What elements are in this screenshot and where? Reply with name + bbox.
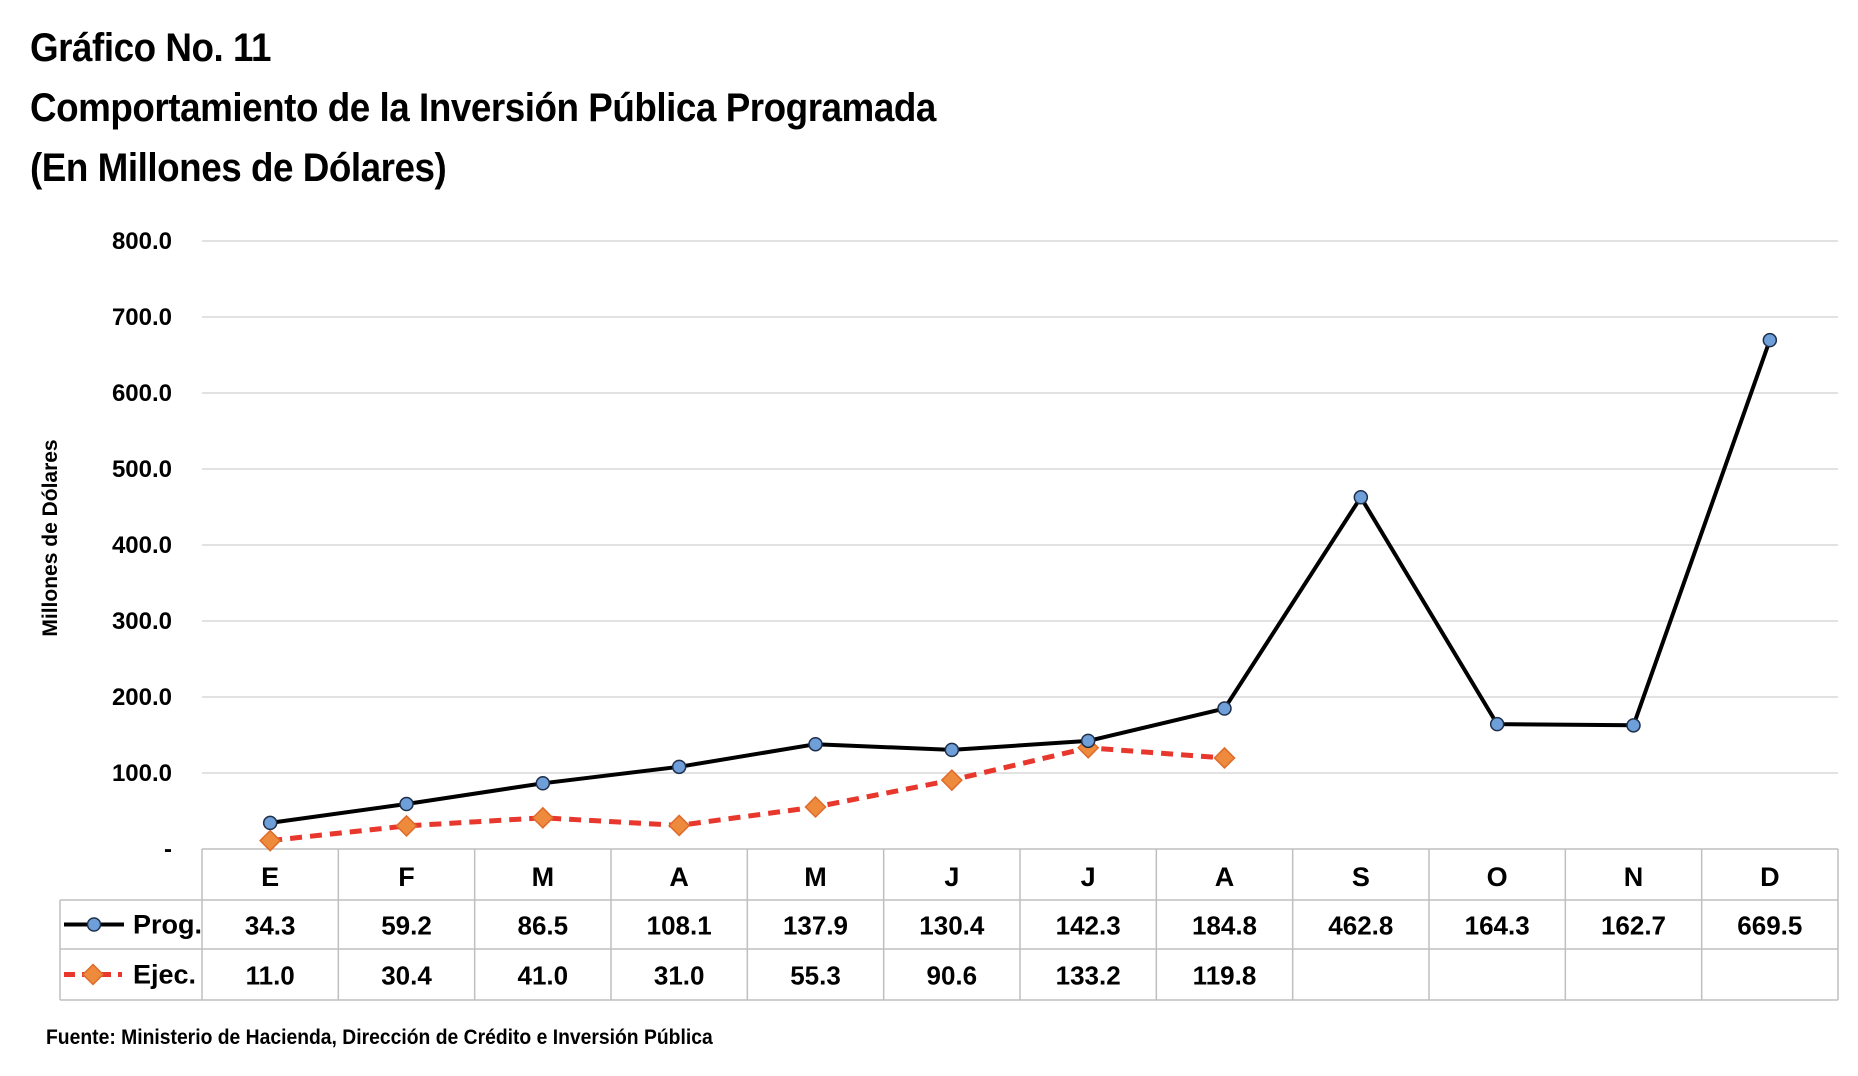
data-label: 130.4: [919, 911, 985, 941]
data-label: 31.0: [654, 961, 705, 991]
legend-marker-prog: [86, 917, 102, 932]
data-point-prog: [535, 776, 551, 791]
y-tick-label: 200.0: [112, 684, 172, 711]
data-label: 41.0: [518, 961, 569, 991]
y-tick-label: 300.0: [112, 608, 172, 635]
data-label: 162.7: [1601, 911, 1666, 941]
data-point-prog: [944, 742, 960, 758]
y-tick-label: 100.0: [112, 760, 172, 787]
data-label: 108.1: [647, 911, 712, 941]
data-point-prog: [1489, 716, 1505, 732]
chart-units: (En Millones de Dólares): [30, 146, 447, 190]
data-label: 133.2: [1056, 961, 1121, 991]
data-label: 11.0: [246, 961, 295, 991]
y-tick-label: 800.0: [112, 228, 172, 255]
data-label: 184.8: [1192, 911, 1257, 941]
data-point-prog: [1080, 733, 1096, 749]
data-label: 164.3: [1465, 911, 1530, 941]
data-label: 34.3: [245, 911, 296, 941]
data-point-prog: [399, 796, 414, 812]
y-tick-label: 400.0: [112, 532, 172, 559]
data-label: 55.3: [790, 961, 841, 991]
data-point-prog: [1626, 718, 1641, 733]
data-point-ejec: [1213, 746, 1236, 770]
x-tick-label: A: [669, 862, 689, 892]
data-label: 86.5: [518, 911, 569, 941]
data-label: 669.5: [1737, 911, 1802, 941]
chart-subtitle: Comportamiento de la Inversión Pública P…: [30, 86, 936, 130]
y-tick-label: 700.0: [112, 304, 172, 331]
x-tick-label: O: [1487, 862, 1508, 892]
y-axis-ticks: - 100.0 200.0 300.0 400.0 500.0 600.0 700.0 800.…: [112, 228, 172, 863]
legend-label: Prog.: [133, 910, 202, 940]
data-point-prog: [808, 736, 823, 752]
series-lines: [259, 332, 1778, 852]
chart-title: Gráfico No. 11: [30, 26, 272, 70]
data-point-prog: [262, 815, 278, 831]
series-line-ejec: [269, 745, 1225, 844]
data-label: 142.3: [1056, 911, 1121, 941]
series-line-prog: [269, 339, 1772, 825]
x-tick-label: A: [1215, 862, 1235, 892]
x-tick-label: M: [804, 862, 827, 892]
x-tick-label: E: [261, 862, 279, 892]
x-tick-label: D: [1760, 862, 1780, 892]
x-tick-label: J: [944, 862, 959, 892]
source-note: Fuente: Ministerio de Hacienda, Direcció…: [46, 1026, 713, 1049]
y-tick-label: -: [164, 836, 172, 863]
data-label: 119.8: [1193, 961, 1257, 991]
data-label: 90.6: [927, 961, 978, 991]
y-axis-label: Millones de Dólares: [39, 439, 62, 636]
x-tick-label: S: [1352, 862, 1370, 892]
data-point-ejec: [395, 814, 418, 837]
data-point-ejec: [804, 795, 827, 819]
data-label: 30.4: [381, 961, 432, 991]
y-tick-label: 500.0: [112, 456, 172, 483]
data-point-ejec: [259, 829, 282, 852]
chart-title-block: Gráfico No. 11 Comportamiento de la Inve…: [30, 18, 1015, 198]
data-point-prog: [1217, 701, 1232, 716]
data-label: 137.9: [783, 911, 848, 941]
data-point-ejec: [531, 806, 554, 829]
y-tick-label: 600.0: [112, 380, 172, 407]
data-point-ejec: [668, 814, 691, 837]
data-point-prog: [1762, 332, 1778, 348]
data-point-prog: [671, 759, 687, 775]
x-tick-label: F: [398, 862, 415, 892]
legend-label: Ejec.: [133, 960, 196, 990]
x-tick-label: M: [532, 862, 555, 892]
data-label: 59.2: [381, 911, 432, 941]
x-tick-label: J: [1081, 862, 1096, 892]
gridlines: [202, 240, 1838, 774]
legend-marker-ejec: [81, 963, 105, 986]
data-label: 462.8: [1328, 911, 1393, 941]
data-table: E F M A M J J A S O N D Prog. 34.3 59.2 86.5 108.1 137.9 1…: [59, 848, 1839, 1001]
data-point-prog: [1353, 490, 1369, 505]
data-point-ejec: [940, 769, 963, 792]
x-tick-label: N: [1624, 862, 1644, 892]
